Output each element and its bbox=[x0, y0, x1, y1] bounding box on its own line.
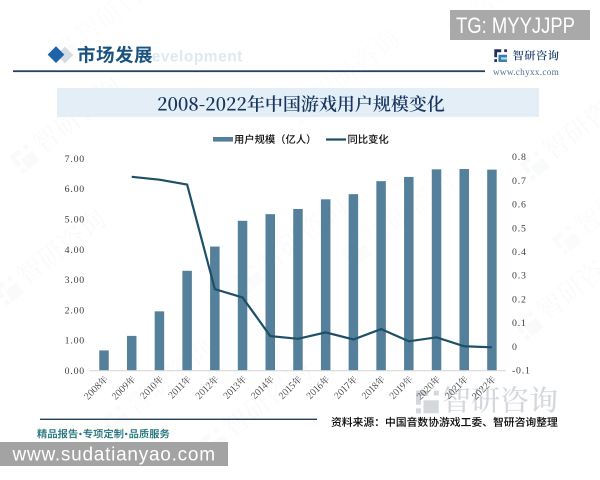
svg-text:0.6: 0.6 bbox=[512, 200, 527, 211]
svg-text:7.00: 7.00 bbox=[65, 154, 85, 165]
svg-text:Development: Development bbox=[140, 49, 243, 66]
svg-text:0.1: 0.1 bbox=[512, 318, 527, 329]
svg-text:0.2: 0.2 bbox=[512, 294, 527, 305]
svg-text:0.7: 0.7 bbox=[512, 176, 527, 187]
svg-text:-0.1: -0.1 bbox=[512, 366, 531, 377]
svg-text:www.chyxx.com: www.chyxx.com bbox=[493, 67, 559, 77]
svg-text:3.00: 3.00 bbox=[65, 275, 85, 286]
svg-text:0.8: 0.8 bbox=[512, 152, 527, 163]
svg-text:0.00: 0.00 bbox=[65, 366, 85, 377]
svg-text:2.00: 2.00 bbox=[65, 305, 85, 316]
svg-text:6.00: 6.00 bbox=[65, 184, 85, 195]
svg-text:TG: MYYJJPP: TG: MYYJJPP bbox=[456, 13, 575, 38]
svg-text:1.00: 1.00 bbox=[65, 336, 85, 347]
svg-text:0.4: 0.4 bbox=[512, 247, 527, 258]
svg-text:0: 0 bbox=[512, 342, 518, 353]
svg-text:www.sudatianyao.com: www.sudatianyao.com bbox=[12, 445, 216, 466]
svg-text:5.00: 5.00 bbox=[65, 215, 85, 226]
svg-text:0.5: 0.5 bbox=[512, 223, 527, 234]
svg-text:4.00: 4.00 bbox=[65, 245, 85, 256]
svg-text:0.3: 0.3 bbox=[512, 271, 527, 282]
